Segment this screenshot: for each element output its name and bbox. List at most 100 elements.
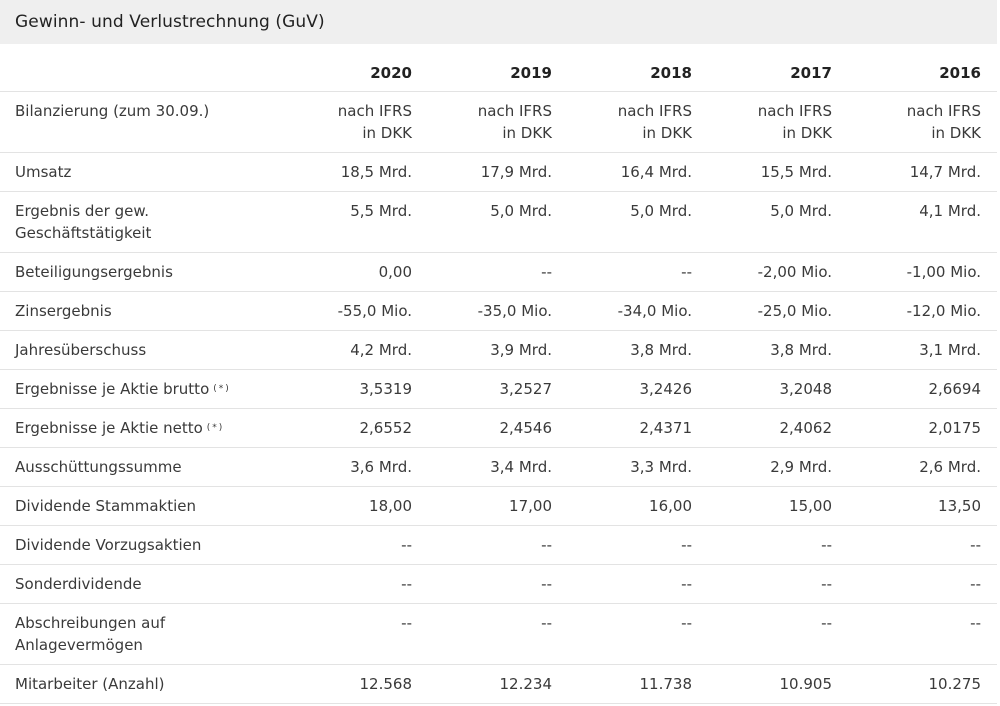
value-cell-2018: 2,4371 — [568, 408, 708, 448]
value-cell-2018: 3,3 Mrd. — [568, 447, 708, 487]
header-year-2016: 2016 — [848, 54, 997, 92]
row-label-cell: Beteiligungsergebnis — [0, 252, 288, 292]
value-cell-2017: 15,00 — [708, 486, 848, 526]
row-label-cell: Umsatz — [0, 152, 288, 192]
row-label: Ergebnisse je Aktie brutto — [15, 379, 210, 398]
value-cell-2019: -- — [428, 252, 568, 292]
table-row-ergebnis-je-aktie-netto: Ergebnisse je Aktie netto (*) 2,6552 2,4546… — [0, 408, 997, 448]
row-label: Abschreibungen auf Anlagevermögen — [15, 613, 166, 654]
header-year-2017: 2017 — [708, 54, 848, 92]
value-cell-2018: 3,8 Mrd. — [568, 330, 708, 370]
row-label-cell: Abschreibungen auf Anlagevermögen — [0, 603, 288, 665]
table-row-bilanzierung: Bilanzierung (zum 30.09.) nach IFRS in DK… — [0, 91, 997, 153]
value-cell-2019: -35,0 Mio. — [428, 291, 568, 331]
value-cell-2019: -- — [428, 603, 568, 665]
value-cell-2020: 3,5319 — [288, 369, 428, 409]
value-cell-2016: -1,00 Mio. — [848, 252, 997, 292]
value-cell-2016: -12,0 Mio. — [848, 291, 997, 331]
value-cell-2020: nach IFRS in DKK — [288, 91, 428, 153]
row-label: Sonderdividende — [15, 574, 142, 593]
value-cell-2017: nach IFRS in DKK — [708, 91, 848, 153]
value-cell-2017: -- — [708, 525, 848, 565]
value-cell-2018: 5,0 Mrd. — [568, 191, 708, 253]
table-row-sonderdividende: Sonderdividende -- -- -- -- -- — [0, 564, 997, 604]
value-cell-2016: nach IFRS in DKK — [848, 91, 997, 153]
value-cell-2017: -- — [708, 564, 848, 604]
value-cell-2020: 4,2 Mrd. — [288, 330, 428, 370]
value-cell-2019: 3,4 Mrd. — [428, 447, 568, 487]
value-cell-2018: -- — [568, 603, 708, 665]
value-cell-2016: 4,1 Mrd. — [848, 191, 997, 253]
table-row-mitarbeiter: Mitarbeiter (Anzahl) 12.568 12.234 11.738 10… — [0, 664, 997, 704]
value-cell-2016: 10.275 — [848, 664, 997, 704]
panel-header: Gewinn- und Verlustrechnung (GuV) — [0, 0, 997, 44]
table-row-ausschuettungssumme: Ausschüttungssumme 3,6 Mrd. 3,4 Mrd. 3,3 Mr… — [0, 447, 997, 487]
value-cell-2019: 3,9 Mrd. — [428, 330, 568, 370]
row-label-cell: Ausschüttungssumme — [0, 447, 288, 487]
value-cell-2017: 10.905 — [708, 664, 848, 704]
value-cell-2019: 5,0 Mrd. — [428, 191, 568, 253]
value-cell-2019: -- — [428, 525, 568, 565]
value-cell-2020: 18,5 Mrd. — [288, 152, 428, 192]
row-label-cell: Jahresüberschuss — [0, 330, 288, 370]
row-label: Bilanzierung (zum 30.09.) — [15, 101, 210, 120]
value-cell-2020: -- — [288, 564, 428, 604]
value-cell-2017: 3,8 Mrd. — [708, 330, 848, 370]
table-row-beteiligungsergebnis: Beteiligungsergebnis 0,00 -- -- -2,00 Mio. -1… — [0, 252, 997, 292]
table-row-umsatz: Umsatz 18,5 Mrd. 17,9 Mrd. 16,4 Mrd. 15,5 Mr… — [0, 152, 997, 192]
row-label: Beteiligungsergebnis — [15, 262, 173, 281]
value-cell-2020: -- — [288, 603, 428, 665]
value-cell-2018: -- — [568, 252, 708, 292]
row-label: Umsatz — [15, 162, 72, 181]
value-cell-2016: -- — [848, 603, 997, 665]
value-cell-2019: 2,4546 — [428, 408, 568, 448]
table-row-dividende-vorzugsaktien: Dividende Vorzugsaktien -- -- -- -- -- — [0, 525, 997, 565]
value-cell-2020: 5,5 Mrd. — [288, 191, 428, 253]
header-label-cell — [0, 54, 288, 92]
value-cell-2019: nach IFRS in DKK — [428, 91, 568, 153]
row-label-cell: Mitarbeiter (Anzahl) — [0, 664, 288, 704]
row-label: Zinsergebnis — [15, 301, 112, 320]
value-cell-2018: 11.738 — [568, 664, 708, 704]
value-cell-2016: 3,1 Mrd. — [848, 330, 997, 370]
value-cell-2019: 12.234 — [428, 664, 568, 704]
header-year-2020: 2020 — [288, 54, 428, 92]
row-label-cell: Ergebnisse je Aktie brutto (*) — [0, 369, 288, 409]
value-cell-2016: 13,50 — [848, 486, 997, 526]
footnote-marker: (*) — [213, 383, 231, 394]
value-cell-2020: -55,0 Mio. — [288, 291, 428, 331]
value-cell-2018: -- — [568, 525, 708, 565]
row-label-cell: Ergebnis der gew. Geschäftstätigkeit — [0, 191, 288, 253]
value-cell-2017: 5,0 Mrd. — [708, 191, 848, 253]
row-label-cell: Ergebnisse je Aktie netto (*) — [0, 408, 288, 448]
value-cell-2017: 2,4062 — [708, 408, 848, 448]
value-cell-2017: -2,00 Mio. — [708, 252, 848, 292]
value-cell-2020: 18,00 — [288, 486, 428, 526]
value-cell-2017: 3,2048 — [708, 369, 848, 409]
table-row-dividende-stammaktien: Dividende Stammaktien 18,00 17,00 16,00 15,0… — [0, 486, 997, 526]
header-year-2019: 2019 — [428, 54, 568, 92]
value-cell-2016: 2,6 Mrd. — [848, 447, 997, 487]
value-cell-2018: 16,00 — [568, 486, 708, 526]
table-row-ergebnis-je-aktie-brutto: Ergebnisse je Aktie brutto (*) 3,5319 3,252… — [0, 369, 997, 409]
row-label-cell: Dividende Vorzugsaktien — [0, 525, 288, 565]
row-label-cell: Sonderdividende — [0, 564, 288, 604]
table-row-jahresueberschuss: Jahresüberschuss 4,2 Mrd. 3,9 Mrd. 3,8 Mrd.… — [0, 330, 997, 370]
value-cell-2019: -- — [428, 564, 568, 604]
row-label: Ausschüttungssumme — [15, 457, 182, 476]
table-header-row: 2020 2019 2018 2017 2016 — [0, 54, 997, 92]
value-cell-2016: 2,6694 — [848, 369, 997, 409]
value-cell-2016: 14,7 Mrd. — [848, 152, 997, 192]
value-cell-2020: 3,6 Mrd. — [288, 447, 428, 487]
row-label: Mitarbeiter (Anzahl) — [15, 674, 165, 693]
table-row-abschreibungen: Abschreibungen auf Anlagevermögen -- -- -- -… — [0, 603, 997, 665]
value-cell-2017: 15,5 Mrd. — [708, 152, 848, 192]
value-cell-2020: -- — [288, 525, 428, 565]
row-label: Dividende Stammaktien — [15, 496, 197, 515]
header-year-2018: 2018 — [568, 54, 708, 92]
value-cell-2017: -- — [708, 603, 848, 665]
guv-table: 2020 2019 2018 2017 2016 Bilanzierung (z… — [0, 54, 997, 704]
value-cell-2016: 2,0175 — [848, 408, 997, 448]
table-row-ergebnis-gew-geschaeftstaetigkeit: Ergebnis der gew. Geschäftstätigkeit 5,5 … — [0, 191, 997, 253]
value-cell-2019: 17,9 Mrd. — [428, 152, 568, 192]
